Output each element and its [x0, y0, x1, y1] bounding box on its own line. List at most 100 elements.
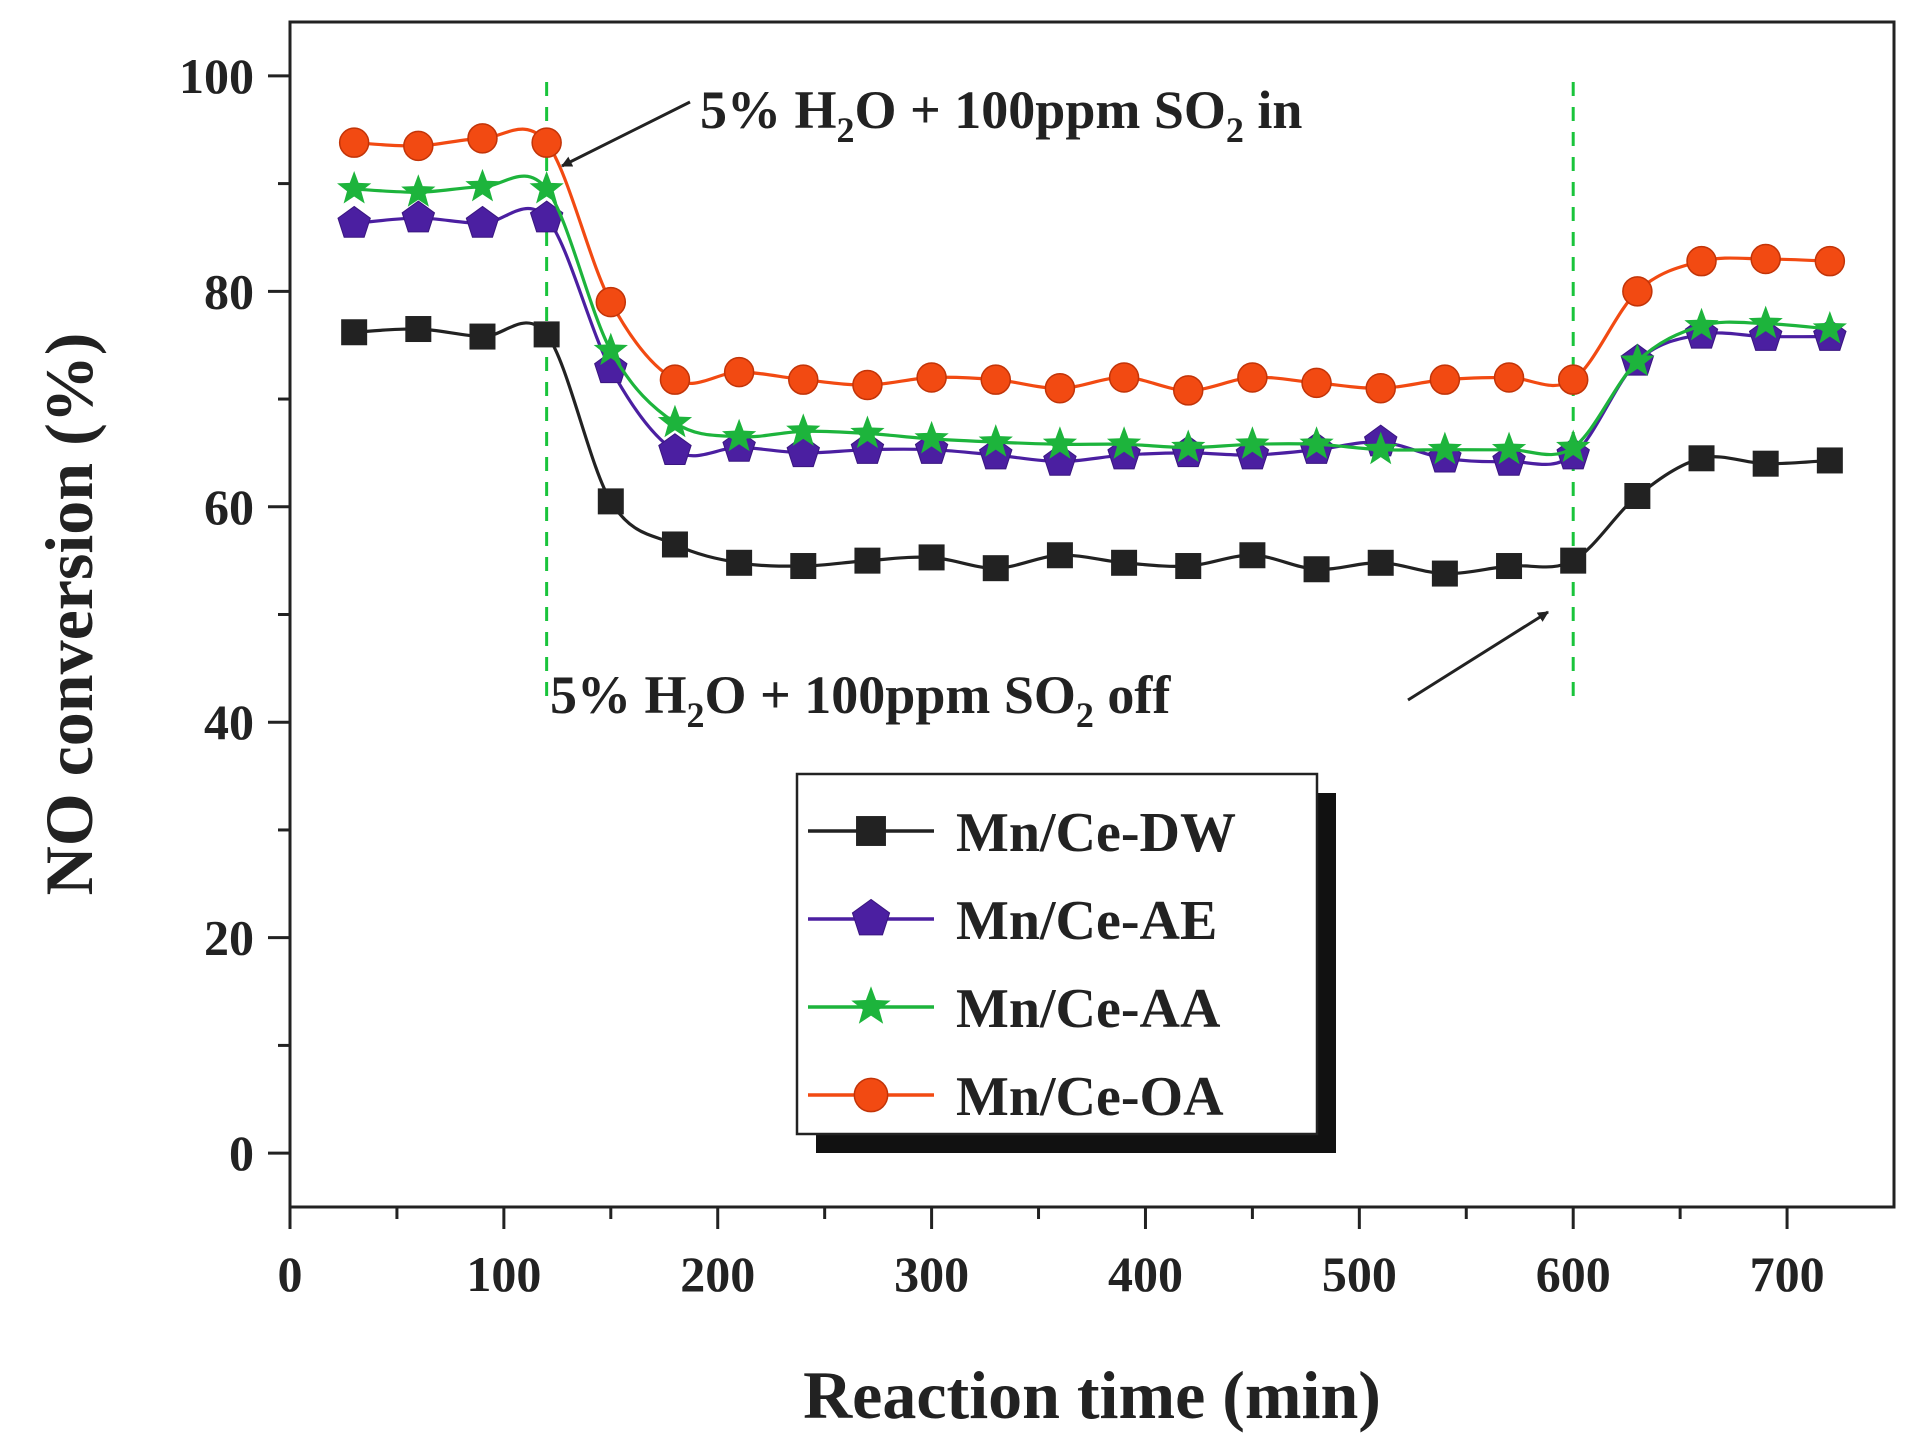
data-point-3-15 — [1301, 367, 1332, 399]
data-point-2-0 — [337, 170, 372, 204]
annotation-gas-in-part-2: O + 100ppm SO — [855, 80, 1226, 140]
legend-marker-0 — [856, 816, 886, 846]
y-axis: 0 20 40 60 80 100 — [179, 48, 290, 1181]
data-point-2-20 — [1620, 343, 1655, 376]
data-series — [337, 123, 1847, 587]
data-point-2-1 — [401, 174, 436, 207]
y-tick-label-100: 100 — [179, 48, 254, 104]
legend-marker-2 — [851, 986, 891, 1024]
x-tick-label-100: 100 — [466, 1246, 541, 1302]
annotation-gas-in-arrow — [561, 100, 691, 168]
x-tick-label-600: 600 — [1536, 1246, 1611, 1302]
data-point-1-5 — [658, 433, 692, 466]
data-point-0-17 — [1431, 560, 1458, 587]
data-point-3-17 — [1429, 364, 1461, 395]
series-mn-ce-aa — [337, 168, 1847, 465]
data-point-3-22 — [1750, 243, 1781, 275]
data-point-0-3 — [533, 321, 560, 348]
x-tick-label-300: 300 — [894, 1246, 969, 1302]
data-point-3-20 — [1622, 276, 1653, 307]
annotation-gas-off-part-1: 5% H — [550, 665, 687, 725]
data-point-1-7 — [786, 435, 821, 468]
data-point-3-16 — [1365, 373, 1396, 404]
data-point-3-5 — [659, 364, 691, 395]
data-point-3-14 — [1237, 362, 1268, 393]
data-point-0-7 — [790, 553, 817, 580]
data-point-3-11 — [1044, 373, 1076, 404]
data-point-2-23 — [1812, 311, 1847, 344]
data-point-0-19 — [1560, 547, 1587, 574]
x-axis: 0 100 200 300 400 500 600 700 — [278, 1207, 1825, 1302]
series-mn-ce-ae — [337, 200, 1847, 476]
data-point-0-20 — [1624, 483, 1651, 509]
data-point-0-1 — [405, 316, 432, 343]
legend: Mn/Ce-DW Mn/Ce-AE Mn/Ce-AA Mn/Ce-OA — [795, 772, 1336, 1153]
data-point-2-10 — [978, 424, 1013, 457]
data-point-2-16 — [1363, 431, 1398, 465]
x-tick-label-700: 700 — [1750, 1246, 1825, 1302]
legend-item-0: Mn/Ce-DW — [808, 802, 1236, 864]
data-point-3-0 — [338, 127, 370, 158]
data-point-0-5 — [661, 531, 688, 558]
data-point-1-22 — [1748, 318, 1783, 351]
annotation-gas-in-sub-2: 2 — [1226, 110, 1244, 150]
legend-item-1: Mn/Ce-AE — [808, 890, 1217, 952]
annotation-gas-off-sub-2: 2 — [1076, 695, 1094, 735]
data-point-0-11 — [1046, 542, 1073, 569]
legend-entries: Mn/Ce-DW Mn/Ce-AE Mn/Ce-AA Mn/Ce-OA — [808, 802, 1236, 1128]
data-point-2-8 — [850, 415, 885, 449]
data-point-3-10 — [980, 364, 1012, 395]
data-point-3-18 — [1493, 362, 1525, 393]
data-point-2-22 — [1748, 305, 1783, 339]
data-point-3-9 — [916, 362, 947, 393]
data-point-2-12 — [1106, 426, 1142, 459]
data-point-1-10 — [979, 437, 1013, 470]
data-point-0-15 — [1303, 556, 1330, 583]
data-point-3-7 — [788, 364, 819, 395]
data-point-2-5 — [657, 404, 693, 438]
series-mn-ce-oa — [338, 123, 1846, 406]
data-point-2-11 — [1042, 426, 1078, 459]
data-point-0-6 — [726, 549, 753, 576]
annotation-gas-off-part-3: off — [1094, 665, 1171, 725]
data-point-0-18 — [1496, 553, 1523, 580]
series-line-0 — [354, 321, 1830, 576]
annotation-gas-off-part-2: O + 100ppm SO — [705, 665, 1076, 725]
annotation-gas-in-text: 5% H2O + 100ppm SO2 in — [700, 80, 1302, 150]
x-tick-label-200: 200 — [680, 1246, 755, 1302]
data-point-0-0 — [341, 319, 368, 346]
legend-label-1: Mn/Ce-AE — [956, 890, 1217, 952]
data-point-3-4 — [595, 286, 627, 318]
data-point-3-3 — [531, 127, 562, 158]
data-point-2-2 — [465, 168, 500, 202]
y-axis-title: NO conversion (%) — [31, 333, 107, 896]
legend-item-3: Mn/Ce-OA — [808, 1066, 1224, 1128]
data-point-0-12 — [1111, 549, 1138, 576]
data-point-0-10 — [982, 555, 1009, 582]
data-point-3-23 — [1814, 245, 1846, 277]
data-point-3-2 — [467, 123, 498, 154]
data-point-3-1 — [403, 130, 434, 162]
data-point-0-13 — [1175, 553, 1202, 580]
annotation-gas-in-part-3: in — [1244, 80, 1303, 140]
data-point-1-18 — [1492, 443, 1526, 476]
data-point-0-21 — [1688, 445, 1715, 472]
annotation-gas-off-arrow — [1407, 610, 1549, 702]
annotation-gas-in-sub-1: 2 — [837, 110, 855, 150]
data-point-2-4 — [593, 332, 628, 366]
data-point-2-3 — [529, 170, 564, 204]
data-point-0-22 — [1752, 450, 1779, 477]
legend-item-2: Mn/Ce-AA — [808, 978, 1221, 1040]
series-mn-ce-dw — [341, 316, 1843, 587]
y-tick-label-40: 40 — [204, 694, 254, 750]
data-point-0-23 — [1816, 447, 1843, 474]
data-point-2-17 — [1427, 431, 1462, 465]
y-tick-label-60: 60 — [204, 479, 254, 535]
data-point-0-9 — [918, 544, 945, 571]
data-point-2-6 — [722, 418, 757, 452]
y-tick-label-0: 0 — [229, 1125, 254, 1181]
annotation-gas-off-sub-1: 2 — [687, 695, 705, 735]
annotation-gas-in: 5% H2O + 100ppm SO2 in — [561, 80, 1302, 168]
data-point-2-15 — [1299, 426, 1334, 459]
